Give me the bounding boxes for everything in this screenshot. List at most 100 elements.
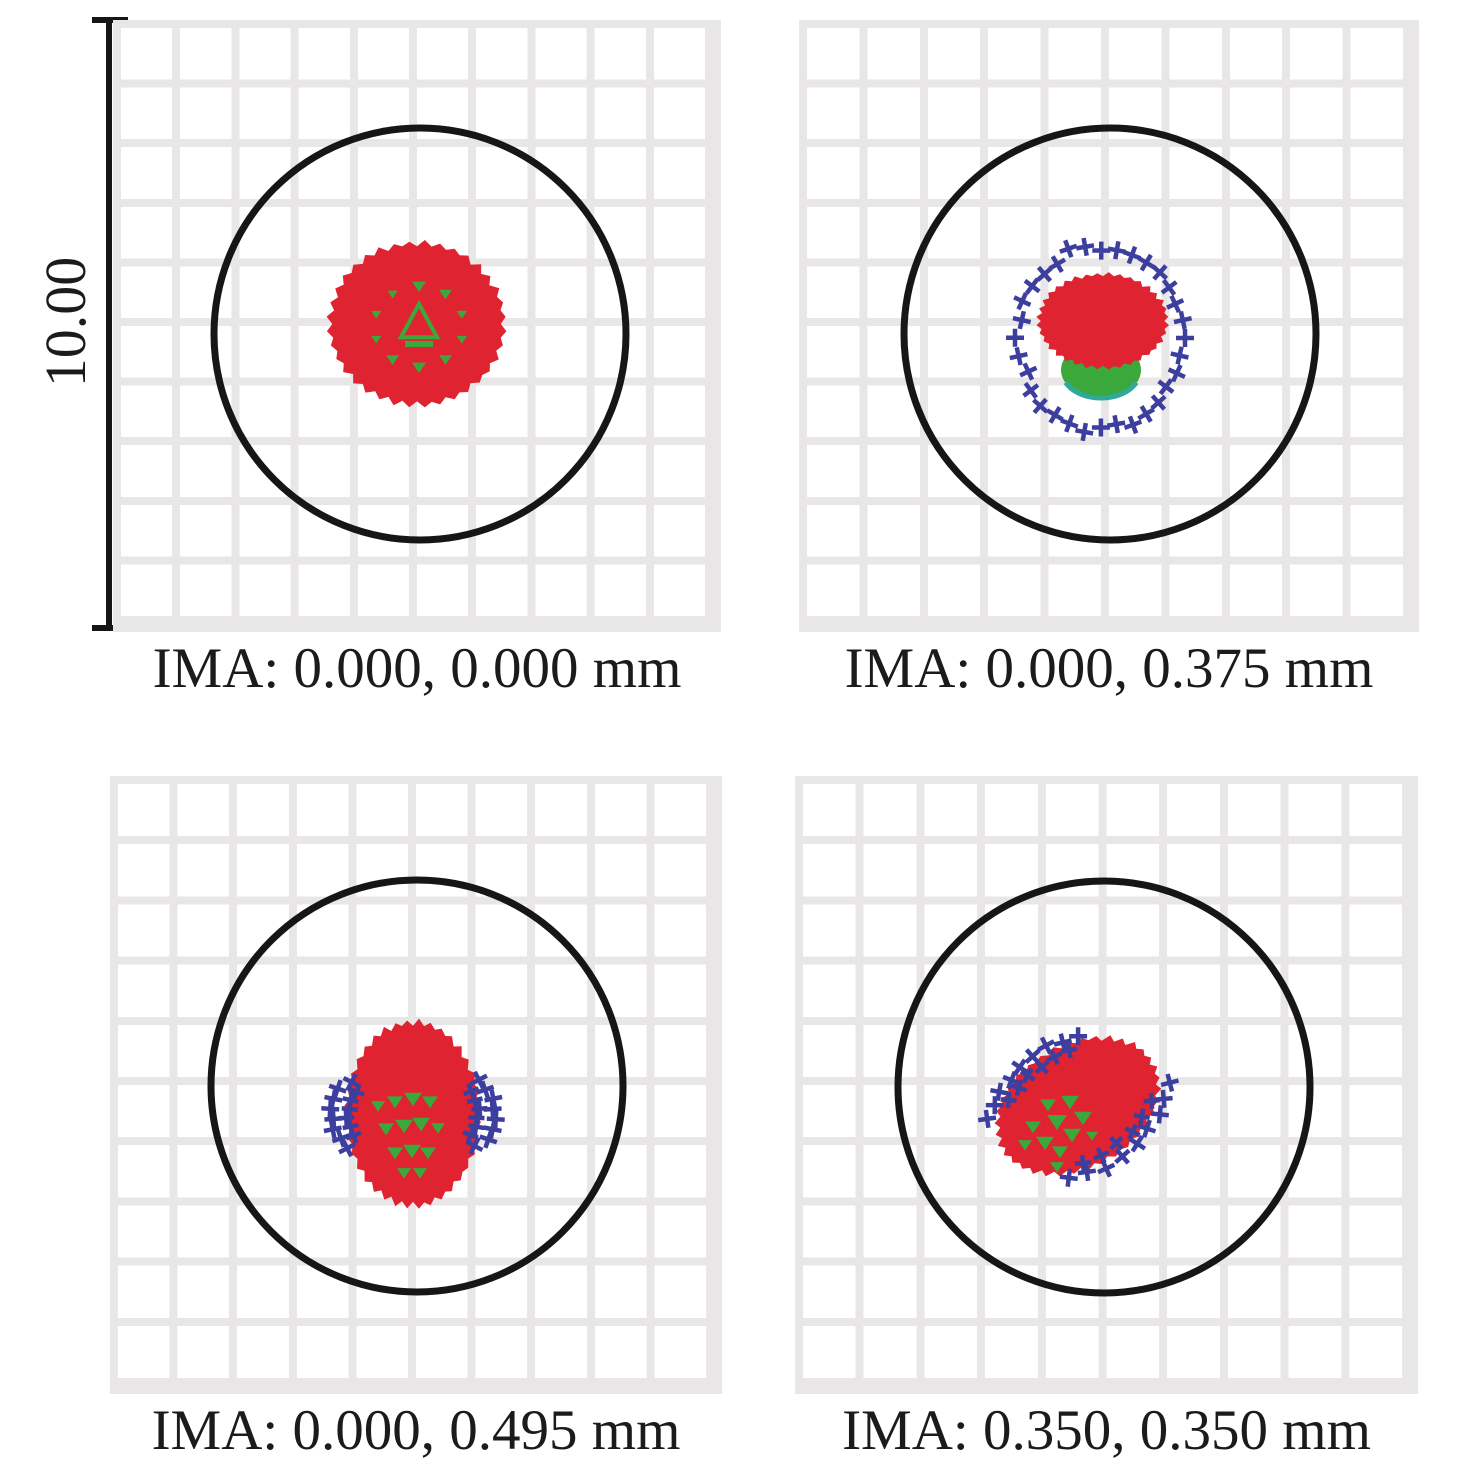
spot-panel-3	[110, 776, 722, 1394]
blue-cross-mark	[1122, 245, 1142, 265]
green-triangle-mark	[371, 335, 382, 344]
reference-circle	[207, 876, 627, 1296]
blue-cross-mark	[1046, 1048, 1063, 1066]
spot-panel-2	[799, 20, 1419, 632]
blue-cross-mark	[1074, 1154, 1092, 1172]
blue-cross-mark	[1150, 1105, 1170, 1124]
spot-cluster-svg	[894, 877, 1314, 1297]
red-spot-blob	[326, 240, 507, 408]
blue-cross-mark	[486, 1109, 505, 1129]
spot-cluster-svg	[210, 124, 630, 544]
blue-cross-mark	[1106, 414, 1126, 434]
blue-cross-mark	[1046, 406, 1064, 424]
green-triangle-mark	[412, 281, 426, 293]
blue-cross-mark	[467, 1118, 485, 1135]
blue-cross-mark	[1077, 1162, 1097, 1182]
blue-cross-mark	[1137, 1119, 1157, 1138]
blue-cross-mark	[342, 1091, 359, 1109]
green-triangle-mark	[387, 1096, 403, 1109]
blue-cross-mark	[483, 1119, 502, 1139]
blue-cross-mark	[1074, 422, 1094, 442]
blue-cross-mark	[1173, 310, 1193, 330]
green-triangle-mark	[412, 362, 426, 374]
scale-bar-line	[106, 17, 112, 631]
spot-cluster-svg	[207, 876, 627, 1296]
blue-cross-mark	[1107, 241, 1127, 260]
blue-cross-mark	[1034, 1059, 1050, 1075]
spot-cluster-svg	[900, 124, 1320, 544]
green-triangle-mark	[1086, 1131, 1098, 1141]
green-triangle-mark	[404, 1092, 422, 1107]
blue-cross-mark	[1037, 1036, 1056, 1055]
reference-circle	[900, 124, 1320, 544]
red-spot-blob	[344, 1018, 481, 1209]
blue-cross-mark	[1109, 1135, 1124, 1151]
blue-cross-mark	[1160, 278, 1178, 296]
blue-cross-mark	[1023, 277, 1041, 295]
blue-cross-mark	[1024, 1048, 1041, 1065]
green-triangle-mark	[1061, 1095, 1079, 1110]
red-spot-blob	[1036, 272, 1169, 370]
green-triangle-mark	[1052, 1146, 1068, 1159]
blue-cross-mark	[1150, 394, 1167, 411]
green-triangle-outline	[397, 299, 441, 340]
blue-cross-mark	[989, 1082, 1009, 1102]
blue-cross-mark	[985, 1096, 1004, 1115]
green-triangle-mark	[1018, 1140, 1032, 1151]
green-triangle-mark	[439, 289, 452, 300]
ima-label-1: IMA: 0.000, 0.000 mm	[152, 637, 682, 700]
green-triangle-mark	[386, 355, 400, 365]
blue-cross-mark	[1060, 1041, 1078, 1059]
blue-cross-mark	[1009, 346, 1028, 366]
green-triangle-mark	[1050, 1162, 1064, 1173]
blue-cross-mark	[1157, 378, 1175, 396]
blue-cross-mark	[1170, 346, 1189, 365]
scale-bar-label: 10.00	[33, 256, 98, 388]
blue-cross-mark	[1137, 405, 1156, 423]
green-triangle-mark	[420, 1147, 436, 1160]
blue-cross-mark	[1137, 253, 1156, 272]
green-triangle-mark	[378, 1123, 394, 1136]
blue-cross-mark	[1166, 294, 1185, 314]
green-triangle-mark	[456, 335, 468, 344]
green-triangle-mark	[395, 1119, 413, 1134]
ima-label-3: IMA: 0.000, 0.495 mm	[151, 1399, 681, 1462]
blue-cross-mark	[1032, 397, 1049, 415]
green-triangle-mark	[456, 310, 468, 319]
green-triangle-mark	[1063, 1128, 1081, 1143]
blue-cross-mark	[324, 1089, 343, 1109]
blue-cross-mark	[1151, 264, 1169, 281]
blue-cross-mark	[1019, 362, 1038, 381]
blue-cross-mark	[1123, 415, 1143, 435]
green-triangle-mark	[371, 310, 382, 319]
green-triangle-mark	[422, 1096, 438, 1109]
green-triangle-mark	[431, 1123, 445, 1134]
spot-panel-1	[113, 20, 721, 632]
scale-bar-top-cap	[92, 17, 128, 23]
green-triangle-mark	[439, 355, 452, 365]
blue-cross-mark	[348, 1083, 365, 1101]
green-triangle-mark	[413, 1168, 427, 1179]
green-triangle-mark	[387, 1147, 403, 1160]
blue-cross-mark	[338, 1109, 355, 1126]
blue-cross-mark	[1124, 1123, 1141, 1140]
blue-cross-mark	[1019, 1067, 1036, 1084]
blue-cross-mark	[321, 1099, 340, 1119]
blue-cross-mark	[1143, 1092, 1160, 1109]
blue-cross-mark	[342, 1118, 359, 1135]
blue-cross-mark	[977, 1109, 997, 1129]
blue-cross-mark	[1060, 414, 1079, 433]
blue-cross-mark	[328, 1079, 347, 1098]
blue-cross-mark	[1075, 237, 1095, 257]
reference-circle	[894, 877, 1314, 1297]
teal-arc	[1063, 380, 1139, 401]
blue-cross-mark	[1092, 241, 1111, 260]
scale-bar-bottom-cap	[92, 625, 128, 631]
blue-cross-mark	[342, 1073, 361, 1092]
green-triangle-mark	[1040, 1099, 1056, 1112]
blue-cross-mark	[475, 1080, 495, 1099]
blue-cross-mark	[1006, 328, 1024, 347]
blue-cross-mark	[1091, 418, 1110, 437]
green-dash	[405, 341, 433, 347]
blue-cross-mark	[1048, 255, 1067, 274]
